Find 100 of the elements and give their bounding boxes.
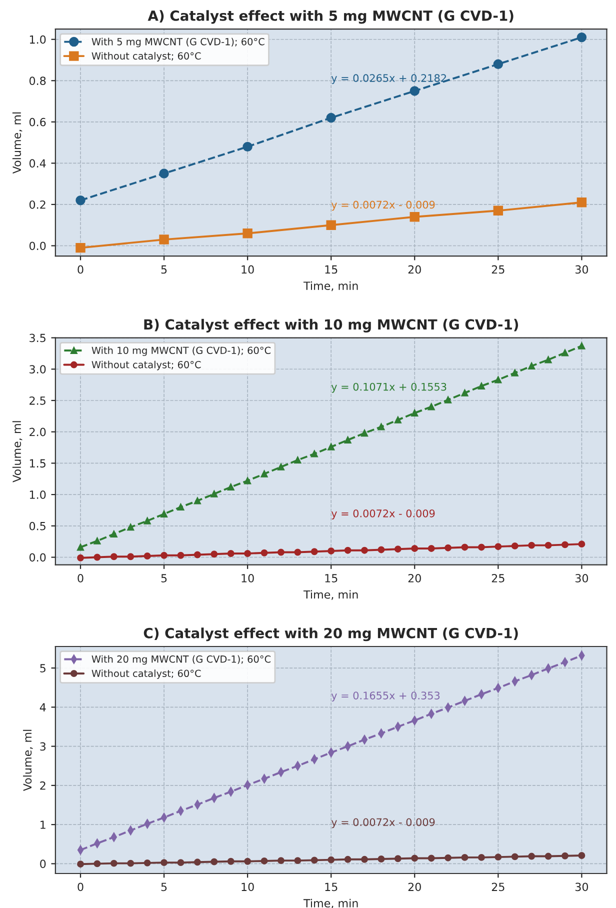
point [478,544,485,551]
point [260,549,268,556]
point [326,112,336,123]
point [578,540,586,548]
point [227,484,234,490]
y-tick-label: 0.8 [29,76,46,86]
point [394,416,402,424]
point [544,356,552,364]
point [528,852,536,860]
point [378,423,385,430]
x-tick-label: 15 [325,265,338,274]
point [77,544,84,551]
point [478,854,485,861]
point [511,369,518,376]
x-tick-label: 0 [78,265,84,274]
point [378,546,385,554]
legend-label: With 20 mg MWCNT (G CVD-1); 60°C [92,655,271,665]
point [361,735,368,744]
y-tick-label: 0.6 [29,118,46,126]
x-tick-label: 20 [408,574,421,582]
legend-label: With 10 mg MWCNT (G CVD-1); 60°C [92,346,271,356]
point [77,554,84,562]
point [361,430,368,437]
point [94,860,101,868]
chart-title: B) Catalyst effect with 10 mg MWCNT (G CVD-1) [144,318,518,332]
y-tick-label: 0.4 [29,159,46,168]
y-tick-label: 3.5 [30,334,46,342]
x-tick-label: 30 [575,265,588,274]
y-tick-label: 0 [40,860,46,868]
x-tick-label: 5 [161,265,167,274]
point [461,544,468,551]
point [76,195,86,206]
x-tick-label: 25 [492,265,504,274]
y-tick-label: 2.0 [30,428,46,436]
x-tick-label: 25 [492,574,504,582]
point [562,852,568,860]
point [428,854,435,862]
point [278,548,284,556]
point [494,854,502,861]
annotation: y = 0.0072x - 0.009 [331,818,435,828]
point [294,548,302,556]
point [94,537,101,544]
point [227,858,234,865]
y-tick-label: 1.0 [30,35,46,44]
point [444,544,452,552]
point [562,349,568,356]
x-axis-title: Time, min [303,590,358,600]
x-tick-label: 20 [408,882,421,892]
point [410,212,420,222]
annotation: y = 0.1655x + 0.353 [331,692,440,702]
point [361,546,368,554]
y-tick-label: 0.0 [29,242,46,250]
point [278,768,284,777]
point [528,362,536,370]
y-axis-title: Volume, ml [23,730,33,792]
point [444,396,452,404]
point [478,382,485,390]
point [242,142,252,152]
y-tick-label: 2.5 [30,396,46,405]
point [461,389,468,396]
y-tick-label: 3.0 [30,365,46,374]
x-tick-label: 10 [242,574,254,582]
x-tick-label: 25 [492,882,504,892]
point [244,858,252,865]
x-tick-label: 0 [78,882,84,892]
point [444,854,452,862]
point [361,856,368,863]
point [94,554,101,561]
point [310,856,318,864]
x-tick-label: 20 [408,265,421,274]
annotation: y = 0.0072x - 0.009 [331,509,435,520]
point [227,550,234,557]
y-tick-label: 1.0 [30,490,46,499]
point [378,856,385,862]
point [127,553,134,560]
x-tick-label: 30 [575,882,588,892]
point [578,342,586,350]
point [562,541,568,548]
point [428,545,435,552]
point [194,858,201,866]
point [244,550,252,557]
point [127,860,134,867]
point [344,856,352,863]
y-tick-label: 4 [40,703,46,712]
point [194,551,201,558]
legend-label: Without catalyst; 60°C [92,360,201,370]
annotation: y = 0.0265x + 0.2182 [331,74,446,84]
point [411,545,418,552]
y-tick-label: 5 [40,664,46,672]
point [494,376,502,384]
x-tick-label: 5 [161,882,167,892]
point [160,859,168,866]
chart-title: A) Catalyst effect with 5 mg MWCNT (G CVD-1) [148,10,514,24]
point [326,220,336,230]
point [562,658,568,667]
point [160,552,168,559]
x-tick-label: 30 [575,574,588,582]
point [177,552,184,559]
y-tick-label: 0.5 [29,522,46,530]
point [144,859,151,866]
